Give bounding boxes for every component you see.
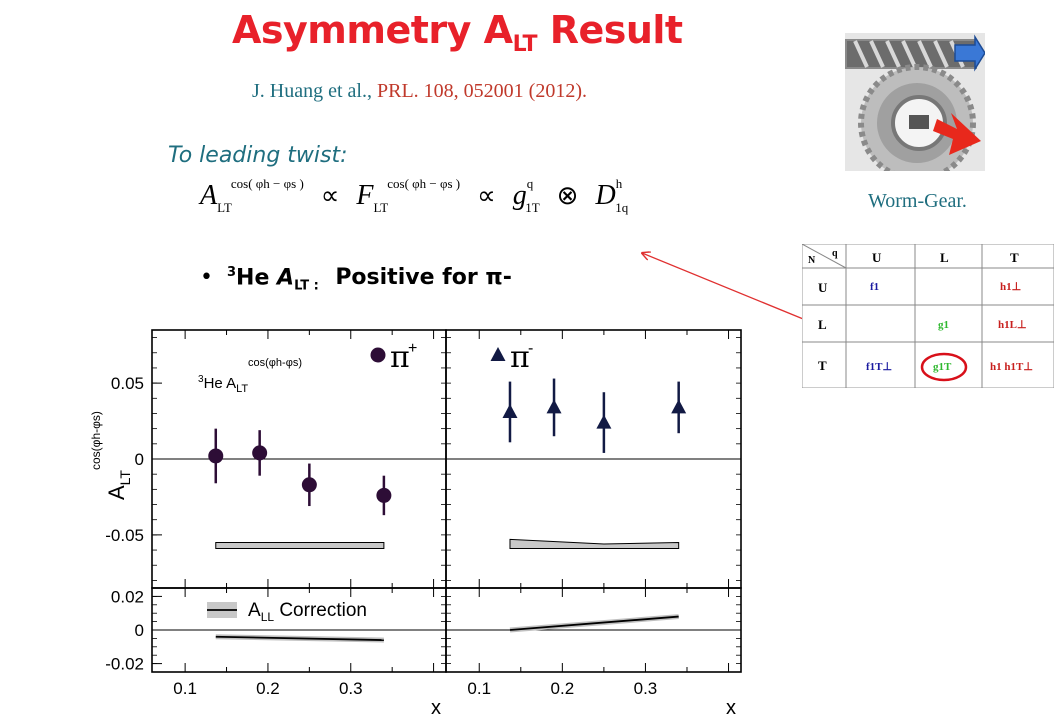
table-cell: h1 h1T⊥ [990, 361, 1033, 373]
y-tick-label: 0 [135, 450, 144, 469]
result-bullet: • 3He ALT : Positive for π- [200, 265, 512, 294]
reference-authors: J. Huang et al., [252, 80, 377, 102]
table-col-header: T [1010, 250, 1019, 265]
x-tick-label: 0.2 [256, 679, 280, 698]
legend-marker [370, 347, 386, 363]
legend-sup: - [528, 340, 533, 357]
table-col-header: U [872, 250, 882, 265]
highlight-circle [920, 352, 968, 382]
y-tick-label: 0.05 [111, 374, 144, 393]
systematic-band [509, 538, 680, 550]
x-tick-label: 0.1 [467, 679, 491, 698]
reference-journal: PRL. 108, 052001 (2012). [376, 80, 587, 102]
table-cell: f1 [870, 281, 879, 293]
systematic-band [215, 541, 385, 550]
table-row-header: L [818, 317, 827, 332]
tmd-table: N q U L T U L T f1 h1⊥ g1 h1L⊥ f1T⊥ g1T … [802, 244, 1054, 388]
inner-label: 3He ALT [198, 374, 248, 395]
worm-screw-icon [847, 40, 975, 68]
bullet-dot-icon: • [200, 265, 213, 291]
data-point [301, 477, 317, 493]
table-cell: f1T⊥ [866, 361, 892, 373]
table-row-header: T [818, 358, 827, 373]
worm-gear-label: Worm-Gear. [868, 190, 967, 212]
x-tick-label: 0.1 [173, 679, 197, 698]
x-tick-label: 0.3 [634, 679, 658, 698]
y-tick-label: -0.02 [105, 655, 144, 674]
legend-sup: + [408, 340, 417, 357]
slide-title: Asymmetry ALT Result [232, 8, 683, 57]
x-tick-label: 0.3 [339, 679, 363, 698]
data-point [208, 448, 224, 464]
worm-gear-image [845, 33, 985, 171]
legend-label: π [510, 340, 530, 375]
x-axis-label: x [431, 697, 441, 719]
data-point [252, 445, 268, 461]
legend-label: π [390, 340, 410, 375]
y-tick-label: -0.05 [105, 526, 144, 545]
correction-line [215, 635, 384, 641]
inner-label-exp: cos(φh-φs) [248, 357, 302, 369]
legend-marker [490, 347, 506, 361]
y-tick-label: 0 [135, 621, 144, 640]
x-axis-label: x [726, 697, 736, 719]
y-axis-label: ALT [104, 470, 133, 500]
y-axis-label-exp: cos(φh-φs) [89, 411, 103, 470]
correction-line [509, 615, 679, 631]
red-arrow-icon [933, 113, 981, 155]
table-corner-n: N [808, 255, 816, 266]
leading-twist-label: To leading twist: [168, 143, 348, 168]
table-row-header: U [818, 280, 828, 295]
table-corner-q: q [832, 248, 838, 259]
data-point [502, 403, 518, 418]
data-point [546, 399, 562, 414]
data-point [671, 399, 687, 414]
data-point [376, 487, 392, 503]
table-cell: g1 [938, 319, 949, 331]
table-cell: g1T [933, 361, 952, 373]
y-tick-label: 0.02 [111, 587, 144, 606]
legend-label: ALL Correction [248, 600, 367, 624]
table-cell: h1⊥ [1000, 281, 1021, 293]
x-tick-label: 0.2 [551, 679, 575, 698]
reference-citation: J. Huang et al., PRL. 108, 052001 (2012)… [252, 80, 587, 103]
table-col-header: L [940, 250, 949, 265]
blue-arrow-icon [954, 34, 985, 72]
data-point [596, 414, 612, 429]
asymmetry-formula: ALTcos( φh − φs ) ∝ FLTcos( φh − φs ) ∝ … [200, 176, 629, 215]
table-cell: h1L⊥ [998, 319, 1027, 331]
